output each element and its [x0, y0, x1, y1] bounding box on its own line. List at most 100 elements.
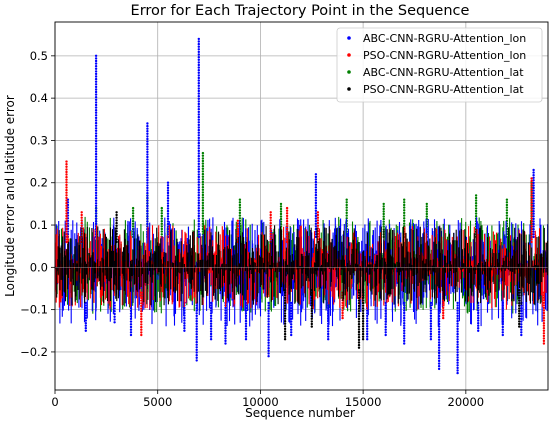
data-point [501, 307, 504, 310]
data-point [115, 227, 118, 230]
data-point [197, 102, 200, 106]
data-point [279, 205, 283, 208]
data-point [345, 211, 348, 215]
data-point [201, 162, 205, 165]
data-point [209, 327, 213, 330]
data-point [115, 238, 118, 241]
data-point [94, 189, 98, 192]
data-point [209, 332, 213, 336]
data-point [283, 307, 287, 310]
data-point [442, 311, 445, 315]
y-tick-label: 0.4 [30, 91, 48, 105]
data-point [238, 209, 242, 212]
data-point [80, 219, 83, 222]
data-point [361, 322, 365, 325]
data-point [146, 191, 149, 195]
data-point [146, 163, 149, 166]
data-point [283, 325, 287, 328]
data-point [310, 320, 313, 323]
data-point [345, 206, 348, 209]
data-point [366, 322, 369, 325]
data-point [113, 304, 116, 307]
data-point [290, 320, 293, 323]
data-point [224, 342, 227, 345]
data-point [146, 155, 149, 159]
data-point [140, 299, 143, 302]
data-point [146, 130, 149, 133]
data-point [195, 325, 198, 328]
data-point [290, 317, 293, 321]
data-point [532, 228, 535, 231]
data-point [146, 197, 149, 200]
data-point [236, 222, 239, 225]
data-point [80, 213, 83, 217]
data-point [197, 186, 200, 189]
data-point [113, 318, 116, 321]
data-point [518, 322, 521, 326]
data-point [160, 225, 163, 228]
data-point [314, 188, 318, 192]
data-point [197, 123, 200, 127]
data-point [285, 219, 289, 223]
data-point [65, 209, 68, 212]
data-point [201, 175, 205, 178]
axis-ticks: 0 5000 10000 15000 20000 −0.2 −0.1 0.0 0.1 0.2 0.3… [20, 49, 484, 409]
data-point [195, 335, 198, 339]
data-point [366, 338, 369, 341]
data-point [209, 330, 213, 333]
data-point [357, 304, 361, 308]
data-point [224, 314, 227, 317]
data-point [505, 201, 509, 204]
data-point [94, 142, 98, 145]
data-point [310, 325, 313, 328]
data-point [542, 324, 546, 327]
data-point [197, 128, 200, 132]
data-point [456, 364, 459, 367]
data-point [345, 201, 348, 204]
data-point [65, 186, 68, 189]
data-point [201, 222, 205, 225]
data-point [201, 170, 205, 173]
data-point [267, 323, 270, 326]
data-point [530, 179, 533, 183]
data-point [65, 178, 68, 181]
data-point [505, 203, 509, 207]
data-point [505, 214, 509, 217]
data-point [94, 137, 98, 140]
data-point [357, 317, 361, 321]
data-point [357, 309, 361, 313]
data-point [146, 199, 149, 202]
data-point [437, 325, 441, 328]
data-point [477, 319, 480, 322]
data-point [520, 315, 523, 318]
data-point [316, 213, 320, 217]
data-point [224, 327, 227, 330]
data-point [183, 327, 186, 330]
data-point [146, 127, 149, 130]
data-point [279, 212, 283, 216]
data-point [197, 74, 200, 77]
data-point [166, 217, 170, 220]
data-point [283, 327, 287, 331]
data-point [201, 199, 205, 202]
data-point [327, 306, 330, 310]
data-point [456, 319, 459, 323]
data-point [84, 319, 88, 322]
data-point [197, 61, 200, 64]
data-point [403, 337, 406, 340]
data-point [532, 176, 535, 179]
data-point [84, 316, 88, 320]
y-tick-label: 0.3 [30, 133, 48, 147]
data-point [403, 219, 406, 223]
data-point [195, 351, 198, 354]
data-point [197, 188, 200, 192]
data-point [403, 342, 406, 345]
data-point [197, 160, 200, 163]
data-point [530, 240, 533, 244]
data-point [94, 199, 98, 202]
data-point [197, 201, 200, 205]
data-point [361, 307, 365, 310]
data-point [197, 87, 200, 90]
data-point [94, 163, 98, 166]
data-point [314, 225, 318, 228]
